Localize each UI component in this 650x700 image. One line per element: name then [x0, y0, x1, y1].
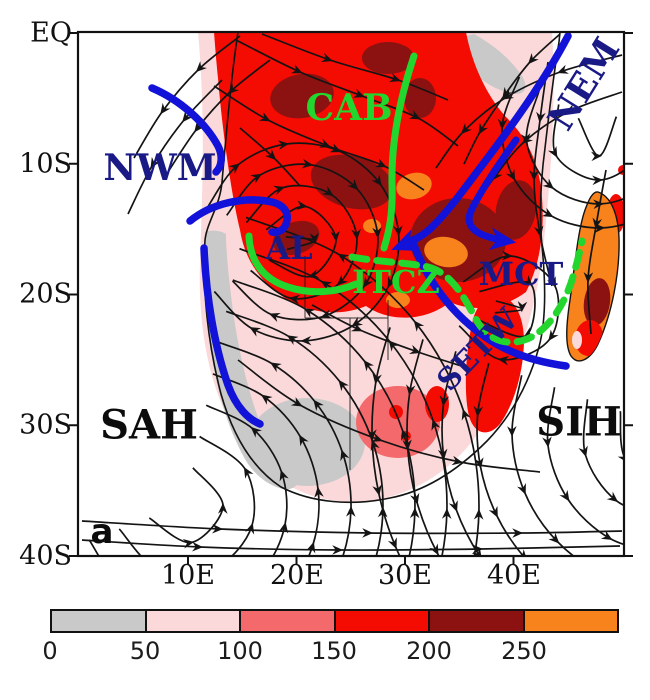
axis-ticks	[69, 32, 633, 565]
streamline	[167, 59, 271, 173]
y-axis-label-30s: 30S	[19, 409, 72, 441]
colorbar-segment-2	[241, 611, 336, 631]
colorbar-segment-1	[146, 611, 241, 631]
y-axis-label-10s: 10S	[19, 148, 72, 180]
streamline	[81, 520, 623, 538]
y-axis-label-20s: 20S	[19, 278, 72, 310]
colorbar-segment-4	[430, 611, 525, 631]
y-axis-label-eq: EQ	[30, 17, 72, 49]
al-arc-line	[245, 232, 360, 296]
cab-line	[380, 52, 418, 252]
x-axis-label-20e: 20E	[269, 560, 325, 591]
label-itcz: ITCZ	[352, 263, 440, 301]
nwm-flow-line-north	[148, 84, 225, 176]
x-axis-label-30e: 30E	[377, 560, 433, 591]
colorbar-tick-100: 100	[217, 637, 263, 665]
label-al: AL	[265, 229, 313, 267]
streamline	[81, 539, 621, 555]
streamline	[583, 169, 607, 335]
x-axis-label-40e: 40E	[486, 560, 542, 591]
colorbar	[50, 609, 619, 633]
streamline	[235, 39, 459, 147]
colorbar-tick-0: 0	[42, 637, 58, 665]
streamline	[261, 33, 449, 101]
streamline	[133, 35, 241, 159]
streamline	[463, 33, 561, 165]
colorbar-tick-200: 200	[406, 637, 452, 665]
wind-streamlines	[78, 33, 624, 556]
streamline	[148, 467, 228, 549]
x-axis-label-10e: 10E	[160, 560, 216, 591]
panel-label: a	[90, 512, 114, 552]
setw-flow-line	[408, 236, 570, 370]
streamline	[239, 127, 301, 187]
colorbar-segment-3	[335, 611, 430, 631]
coastal-flow-line	[200, 244, 264, 428]
streamline	[118, 435, 256, 556]
y-axis-label-40s: 40S	[19, 540, 72, 572]
colorbar-tick-50: 50	[129, 637, 161, 665]
itcz-dashed-line	[348, 237, 586, 346]
label-cab: CAB	[305, 87, 393, 129]
circulation-annotations	[148, 32, 586, 428]
label-nwm: NWM	[103, 147, 217, 189]
label-mct: MCT	[478, 255, 564, 293]
streamline	[237, 359, 541, 473]
nem-flow-branch	[465, 136, 520, 251]
streamline	[529, 61, 553, 287]
streamline	[311, 304, 469, 369]
nem-flow-line	[391, 32, 572, 251]
label-sah: SAH	[100, 401, 198, 449]
colorbar-segment-0	[52, 611, 147, 631]
colorbar-tick-250: 250	[501, 637, 547, 665]
colorbar-segment-5	[524, 611, 617, 631]
streamline	[617, 411, 624, 463]
streamline	[213, 85, 425, 191]
label-sih: SIH	[536, 398, 622, 446]
nwm-flow-hook	[186, 196, 291, 236]
colorbar-tick-150: 150	[311, 637, 357, 665]
